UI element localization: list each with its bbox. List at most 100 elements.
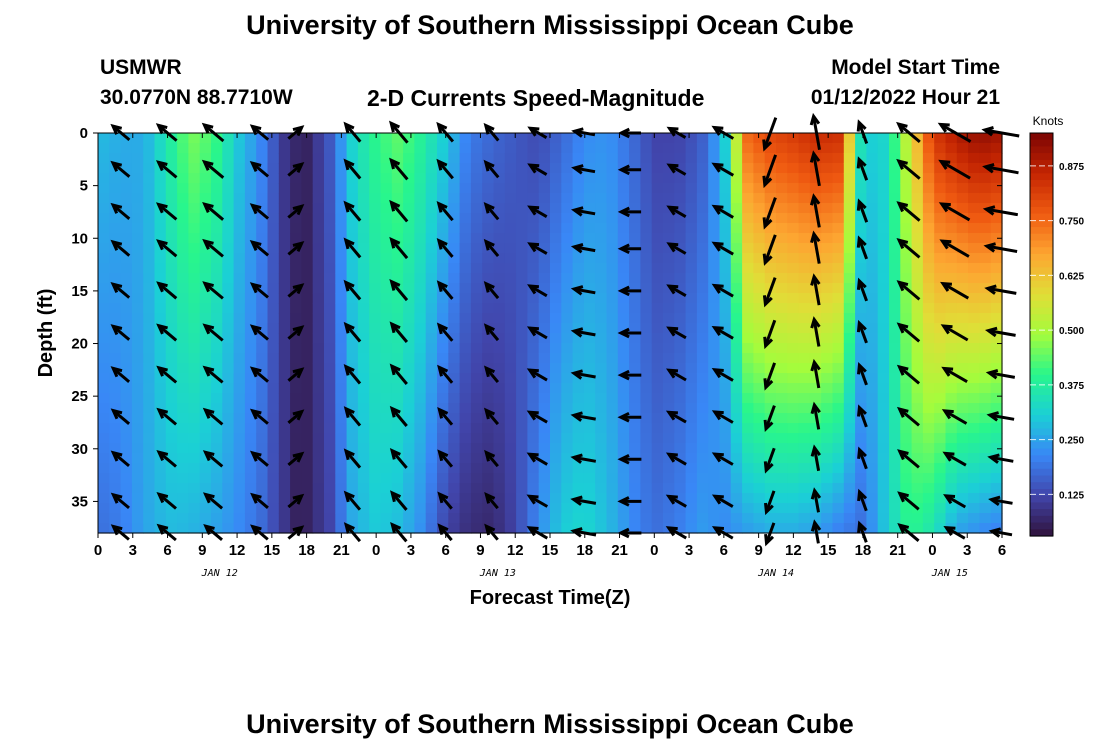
heat-cell xyxy=(617,303,630,314)
heat-cell xyxy=(663,303,675,314)
heat-cell xyxy=(188,513,201,524)
heat-cell xyxy=(617,173,630,184)
heat-cell xyxy=(719,453,732,464)
heat-cell xyxy=(516,523,528,534)
heat-cell xyxy=(165,433,178,444)
heat-cell xyxy=(324,313,336,324)
heat-cell xyxy=(369,333,382,344)
arrow-head xyxy=(763,461,774,474)
heat-cell xyxy=(776,163,788,174)
heat-cell xyxy=(403,163,415,174)
heat-cell xyxy=(572,513,585,524)
heat-cell xyxy=(143,203,156,214)
heat-cell xyxy=(120,403,133,414)
arrow-head xyxy=(984,284,997,295)
heat-cell xyxy=(154,403,167,414)
heat-cell xyxy=(776,293,788,304)
heat-cell xyxy=(968,443,980,454)
heat-cell xyxy=(177,423,189,434)
heat-cell xyxy=(290,463,302,474)
heat-cell xyxy=(629,283,641,294)
heat-cell xyxy=(922,453,935,464)
heat-cell xyxy=(934,413,947,424)
heat-cell xyxy=(922,293,935,304)
arrow-shaft xyxy=(897,159,921,180)
heat-cell xyxy=(120,233,133,244)
heat-cell xyxy=(369,473,382,484)
heat-cell xyxy=(459,353,472,364)
heat-cell xyxy=(403,193,415,204)
heat-cell xyxy=(889,473,901,484)
heat-cell xyxy=(730,253,743,264)
heat-cell xyxy=(459,223,472,234)
date-label: JAN 12 xyxy=(201,568,238,579)
heat-cell xyxy=(493,493,506,504)
heat-cell xyxy=(120,463,133,474)
heat-cell xyxy=(832,183,845,194)
heat-cell xyxy=(617,233,630,244)
heat-cell xyxy=(177,283,189,294)
arrow-head xyxy=(203,523,215,536)
heat-cell xyxy=(742,253,754,264)
heat-cell xyxy=(391,143,404,154)
heat-cell xyxy=(753,423,766,434)
heat-cell xyxy=(516,223,528,234)
heat-cell xyxy=(256,513,269,524)
heat-cell xyxy=(357,173,370,184)
heat-cell xyxy=(550,503,562,514)
heat-cell xyxy=(821,493,834,504)
heat-cell xyxy=(143,363,156,374)
heat-cell xyxy=(595,213,608,224)
heat-cell xyxy=(312,173,325,184)
heat-cell xyxy=(776,433,788,444)
current-arrow xyxy=(896,158,921,180)
heat-cell xyxy=(233,433,246,444)
heat-cell xyxy=(877,133,890,144)
current-arrow xyxy=(110,450,130,468)
heat-cell xyxy=(911,273,924,284)
heat-cell xyxy=(290,473,302,484)
heat-cell xyxy=(357,303,370,314)
heat-cell xyxy=(244,283,257,294)
heat-cell xyxy=(685,513,698,524)
heat-cell xyxy=(222,413,235,424)
heat-cell xyxy=(617,333,630,344)
heat-cell xyxy=(821,143,834,154)
heat-cell xyxy=(730,433,743,444)
heat-cell xyxy=(482,193,495,204)
current-arrow xyxy=(527,242,548,255)
arrow-head xyxy=(856,119,867,132)
heat-cell xyxy=(719,193,732,204)
heat-cell xyxy=(459,133,472,144)
heat-cell xyxy=(809,183,822,194)
heat-cell xyxy=(504,323,517,334)
heat-cell xyxy=(685,173,698,184)
heat-cell xyxy=(335,373,348,384)
heat-cell xyxy=(561,413,574,424)
heat-cell xyxy=(742,173,754,184)
station-name: USMWR xyxy=(100,56,182,79)
heat-cell xyxy=(222,363,235,374)
arrow-head xyxy=(201,159,214,171)
heat-cell xyxy=(109,373,122,384)
heat-cell xyxy=(922,523,935,534)
heat-cell xyxy=(550,523,562,534)
heat-cell xyxy=(256,343,269,354)
heat-cell xyxy=(809,213,822,224)
heat-cell xyxy=(177,213,189,224)
heat-cell xyxy=(798,493,811,504)
arrow-head xyxy=(110,202,123,214)
heat-cell xyxy=(143,183,156,194)
heat-cell xyxy=(606,173,619,184)
arrow-head xyxy=(249,239,262,252)
heat-cell xyxy=(470,503,483,514)
arrow-head xyxy=(390,521,402,534)
heat-cell xyxy=(696,323,709,334)
arrow-shaft xyxy=(203,282,224,300)
heat-cell xyxy=(753,383,766,394)
heat-cell xyxy=(979,473,992,484)
heat-cell xyxy=(267,243,280,254)
heat-cell xyxy=(855,263,867,274)
heat-cell xyxy=(154,293,167,304)
heat-cell xyxy=(821,133,834,144)
